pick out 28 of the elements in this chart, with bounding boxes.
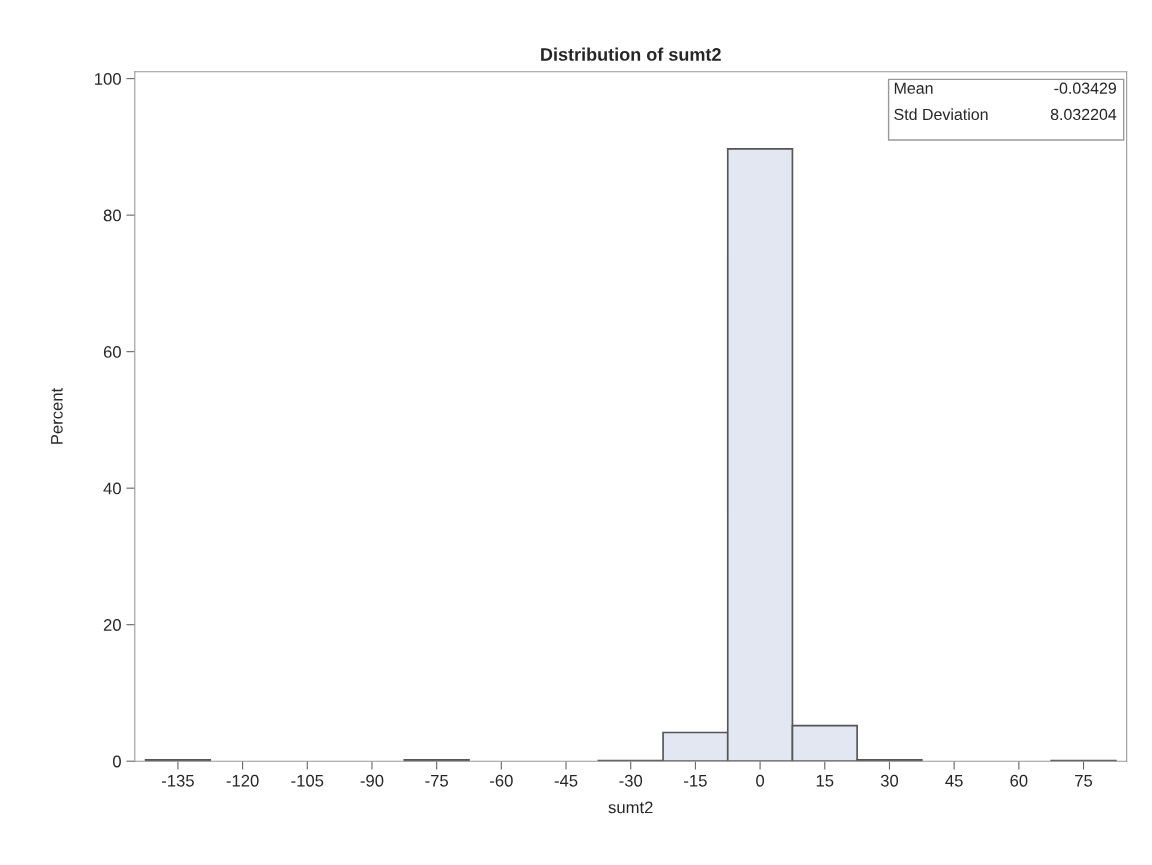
x-tick-label: -30 — [619, 774, 643, 787]
y-tick-label: 40 — [103, 482, 121, 495]
x-tick-label: -120 — [226, 774, 259, 787]
x-tick-label: 75 — [1075, 775, 1093, 787]
annotation: Mean — [894, 82, 933, 94]
x-tick-label: 15 — [816, 775, 834, 787]
y-tick-label: 80 — [103, 209, 121, 222]
chart-title: Distribution of sumt2 — [541, 47, 721, 61]
x-tick-label: -90 — [360, 774, 384, 787]
x-tick-label: -45 — [554, 775, 578, 787]
x-tick-label: 30 — [880, 774, 899, 787]
x-axis-title: sumt2 — [608, 801, 653, 814]
x-tick-label: -135 — [161, 774, 194, 787]
annotation: -0.03429 — [1054, 82, 1116, 94]
x-tick-label: -60 — [490, 774, 513, 787]
annotation: 8.032204 — [1050, 108, 1117, 121]
y-axis-title: Percent — [51, 387, 63, 444]
x-tick-label: 0 — [756, 774, 765, 787]
x-tick-label: -105 — [291, 774, 324, 787]
annotation: Std Deviation — [894, 108, 988, 121]
y-tick-label: 20 — [103, 619, 121, 631]
y-tick-label: 100 — [95, 73, 121, 85]
y-tick-label: 60 — [103, 346, 121, 358]
x-tick-label: -15 — [684, 775, 707, 787]
x-tick-label: 60 — [1010, 774, 1028, 787]
x-tick-label: 45 — [945, 775, 963, 787]
y-tick-label: 0 — [112, 755, 121, 768]
x-tick-label: -75 — [425, 775, 448, 787]
